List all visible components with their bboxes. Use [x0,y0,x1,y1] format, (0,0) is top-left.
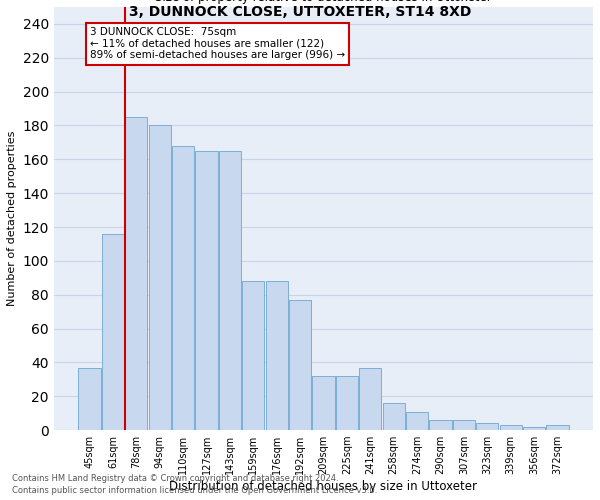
Text: 3 DUNNOCK CLOSE:  75sqm
← 11% of detached houses are smaller (122)
89% of semi-d: 3 DUNNOCK CLOSE: 75sqm ← 11% of detached… [90,28,345,60]
Bar [289,300,311,430]
Y-axis label: Number of detached properties: Number of detached properties [7,131,17,306]
Title: Size of property relative to detached houses in Uttoxeter: Size of property relative to detached ho… [155,0,492,4]
Bar [266,281,288,430]
Text: 3, DUNNOCK CLOSE, UTTOXETER, ST14 8XD: 3, DUNNOCK CLOSE, UTTOXETER, ST14 8XD [129,5,471,19]
Bar [125,117,148,430]
Bar [219,151,241,430]
Bar [406,412,428,430]
Bar [359,368,382,430]
Bar [500,425,522,430]
Bar [336,376,358,430]
Bar [547,425,569,430]
Bar [430,420,452,430]
X-axis label: Distribution of detached houses by size in Uttoxeter: Distribution of detached houses by size … [169,480,478,493]
Text: Contains HM Land Registry data © Crown copyright and database right 2024.
Contai: Contains HM Land Registry data © Crown c… [12,474,377,495]
Bar [242,281,265,430]
Bar [196,151,218,430]
Bar [172,146,194,430]
Bar [313,376,335,430]
Bar [476,424,499,430]
Bar [79,368,101,430]
Bar [383,403,405,430]
Bar [523,427,545,430]
Bar [453,420,475,430]
Bar [102,234,124,430]
Bar [149,126,171,430]
